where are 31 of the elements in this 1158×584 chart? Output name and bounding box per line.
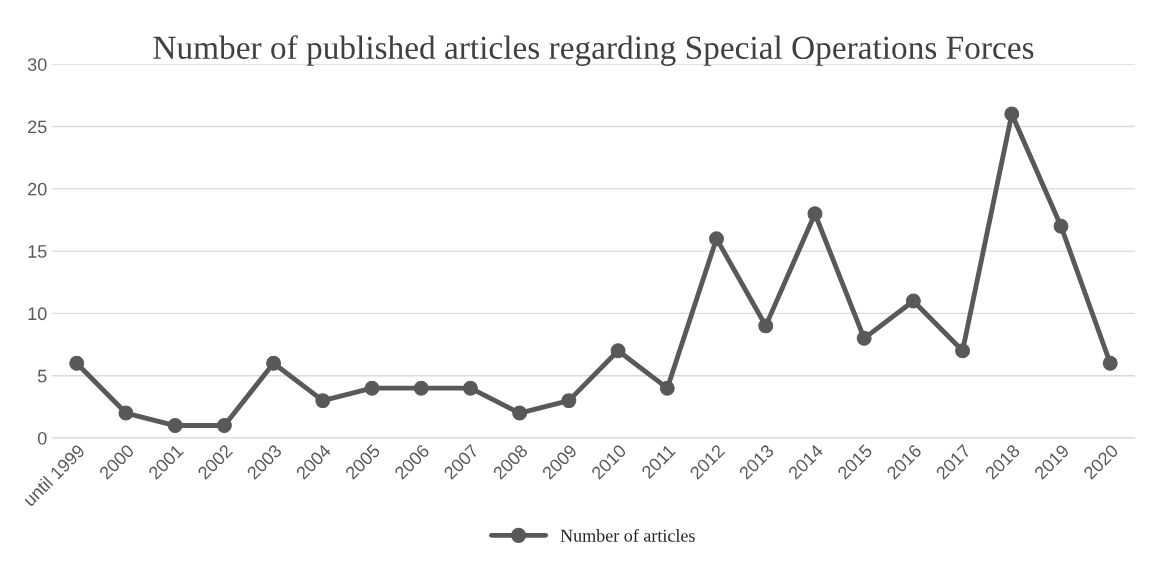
y-tick-label: 25 bbox=[28, 120, 47, 134]
legend-label: Number of articles bbox=[560, 528, 695, 542]
point bbox=[118, 405, 134, 421]
point bbox=[807, 206, 823, 222]
point bbox=[413, 380, 429, 396]
point bbox=[1004, 106, 1020, 122]
point bbox=[1053, 218, 1069, 234]
point bbox=[856, 330, 872, 346]
point bbox=[659, 380, 675, 396]
point bbox=[1102, 355, 1118, 371]
point bbox=[955, 343, 971, 359]
point bbox=[905, 293, 921, 309]
point bbox=[462, 380, 478, 396]
point bbox=[610, 343, 626, 359]
y-tick-label: 30 bbox=[27, 58, 47, 71]
point bbox=[561, 393, 577, 409]
point bbox=[69, 355, 85, 371]
chart-title: Number of published articles regarding Special Operations Forces bbox=[153, 35, 1034, 66]
point bbox=[315, 393, 331, 409]
y-tick-label: 15 bbox=[28, 245, 47, 258]
point bbox=[266, 355, 282, 371]
point bbox=[709, 231, 724, 247]
y-tick-label: 20 bbox=[28, 182, 47, 196]
point bbox=[167, 418, 183, 434]
point bbox=[512, 405, 528, 421]
point bbox=[758, 318, 774, 334]
point bbox=[216, 418, 232, 434]
y-tick-label: 10 bbox=[28, 307, 47, 321]
y-tick-label: 5 bbox=[37, 369, 47, 383]
point bbox=[364, 380, 380, 396]
y-tick-label: 0 bbox=[37, 431, 47, 445]
